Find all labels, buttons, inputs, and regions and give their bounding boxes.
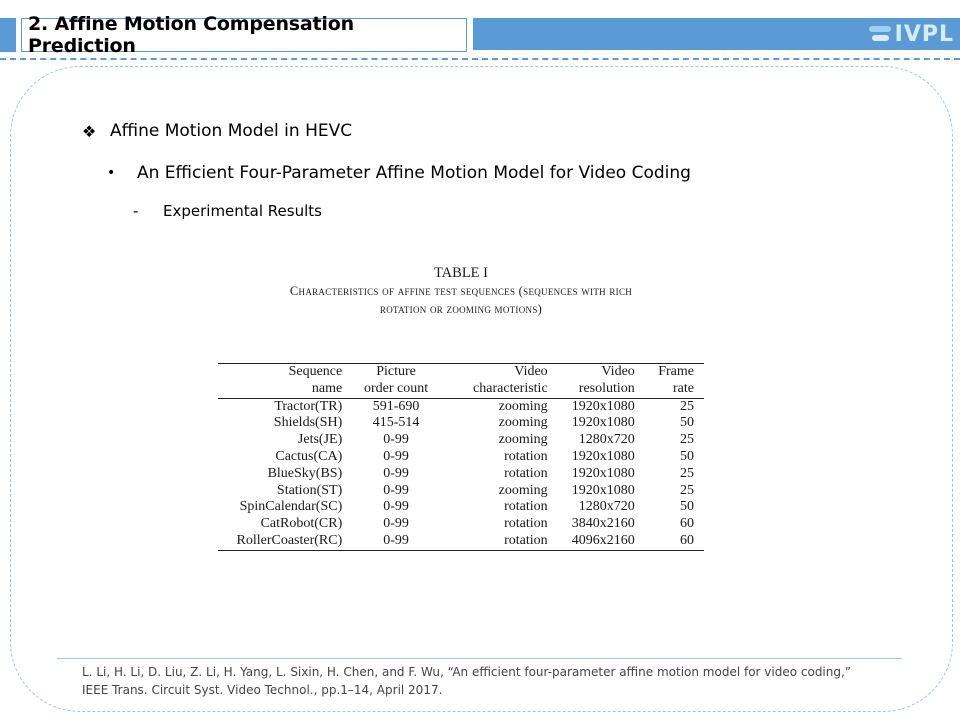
logo-text: IVPL <box>894 21 954 47</box>
table-row: Tractor(TR) 591-690 zooming 1920x1080 25 <box>274 398 694 414</box>
characteristics-table: Sequence name Picture order count Video cha… <box>218 363 704 551</box>
dash-bullet-icon: - <box>133 202 139 220</box>
results-table-figure: TABLE I Characteristics of affine test s… <box>218 264 704 551</box>
diamond-bullet-icon: ❖ <box>82 121 97 141</box>
bullet-level-3-text: Experimental Results <box>163 202 322 220</box>
table-row: Cactus(CA) 0-99 rotation 1920x1080 50 <box>275 448 694 464</box>
reference-line-1: L. Li, H. Li, D. Liu, Z. Li, H. Yang, L.… <box>82 665 852 679</box>
ivpl-logo: IVPL <box>868 19 954 49</box>
header-bar <box>473 18 960 50</box>
content-frame <box>10 66 953 712</box>
title-accent-bar <box>0 18 16 52</box>
header-picture-order-count: Picture order count <box>363 364 429 396</box>
slide-title: 2. Affine Motion Compensation Prediction <box>21 13 467 57</box>
reference-divider <box>57 658 902 659</box>
reference-line-2: IEEE Trans. Circuit Syst. Video Technol.… <box>82 683 443 697</box>
bullet-level-2: • An Efficient Four-Parameter Affine Mot… <box>107 163 691 183</box>
table-row: RollerCoaster(RC) 0-99 rotation 4096x2160 60 <box>236 532 694 548</box>
table-row: Jets(JE) 0-99 zooming 1280x720 25 <box>297 432 694 448</box>
reference-citation: L. Li, H. Li, D. Liu, Z. Li, H. Yang, L.… <box>82 663 922 699</box>
header-frame-rate: Frame rate <box>658 364 694 396</box>
header-video-resolution: Video resolution <box>578 364 635 396</box>
slide-title-text: 2. Affine Motion Compensation Prediction <box>28 13 354 57</box>
table-row: CatRobot(CR) 0-99 rotation 3840x2160 60 <box>260 516 694 532</box>
bullet-level-1: ❖ Affine Motion Model in HEVC <box>82 121 352 141</box>
bullet-level-3: - Experimental Results <box>133 202 322 220</box>
header-video-characteristic: Video characteristic <box>473 364 548 396</box>
header-divider <box>0 58 960 60</box>
table-row: Station(ST) 0-99 zooming 1920x1080 25 <box>276 482 694 498</box>
table-row: BlueSky(BS) 0-99 rotation 1920x1080 25 <box>267 465 694 481</box>
table-row: Shields(SH) 415-514 zooming 1920x1080 50 <box>273 415 694 431</box>
table-caption-line-1: Characteristics of affine test sequences… <box>289 284 633 298</box>
table-title: TABLE I <box>433 265 488 281</box>
dot-bullet-icon: • <box>107 165 116 181</box>
table-caption-line-2: rotation or zooming motions) <box>379 302 543 316</box>
table-row: SpinCalendar(SC) 0-99 rotation 1280x720 50 <box>239 499 694 515</box>
bullet-level-2-text: An Efficient Four-Parameter Affine Motio… <box>137 163 691 183</box>
bullet-level-1-text: Affine Motion Model in HEVC <box>110 121 353 141</box>
logo-mark-icon <box>868 24 891 44</box>
header-sequence-name: Sequence name <box>288 364 343 396</box>
